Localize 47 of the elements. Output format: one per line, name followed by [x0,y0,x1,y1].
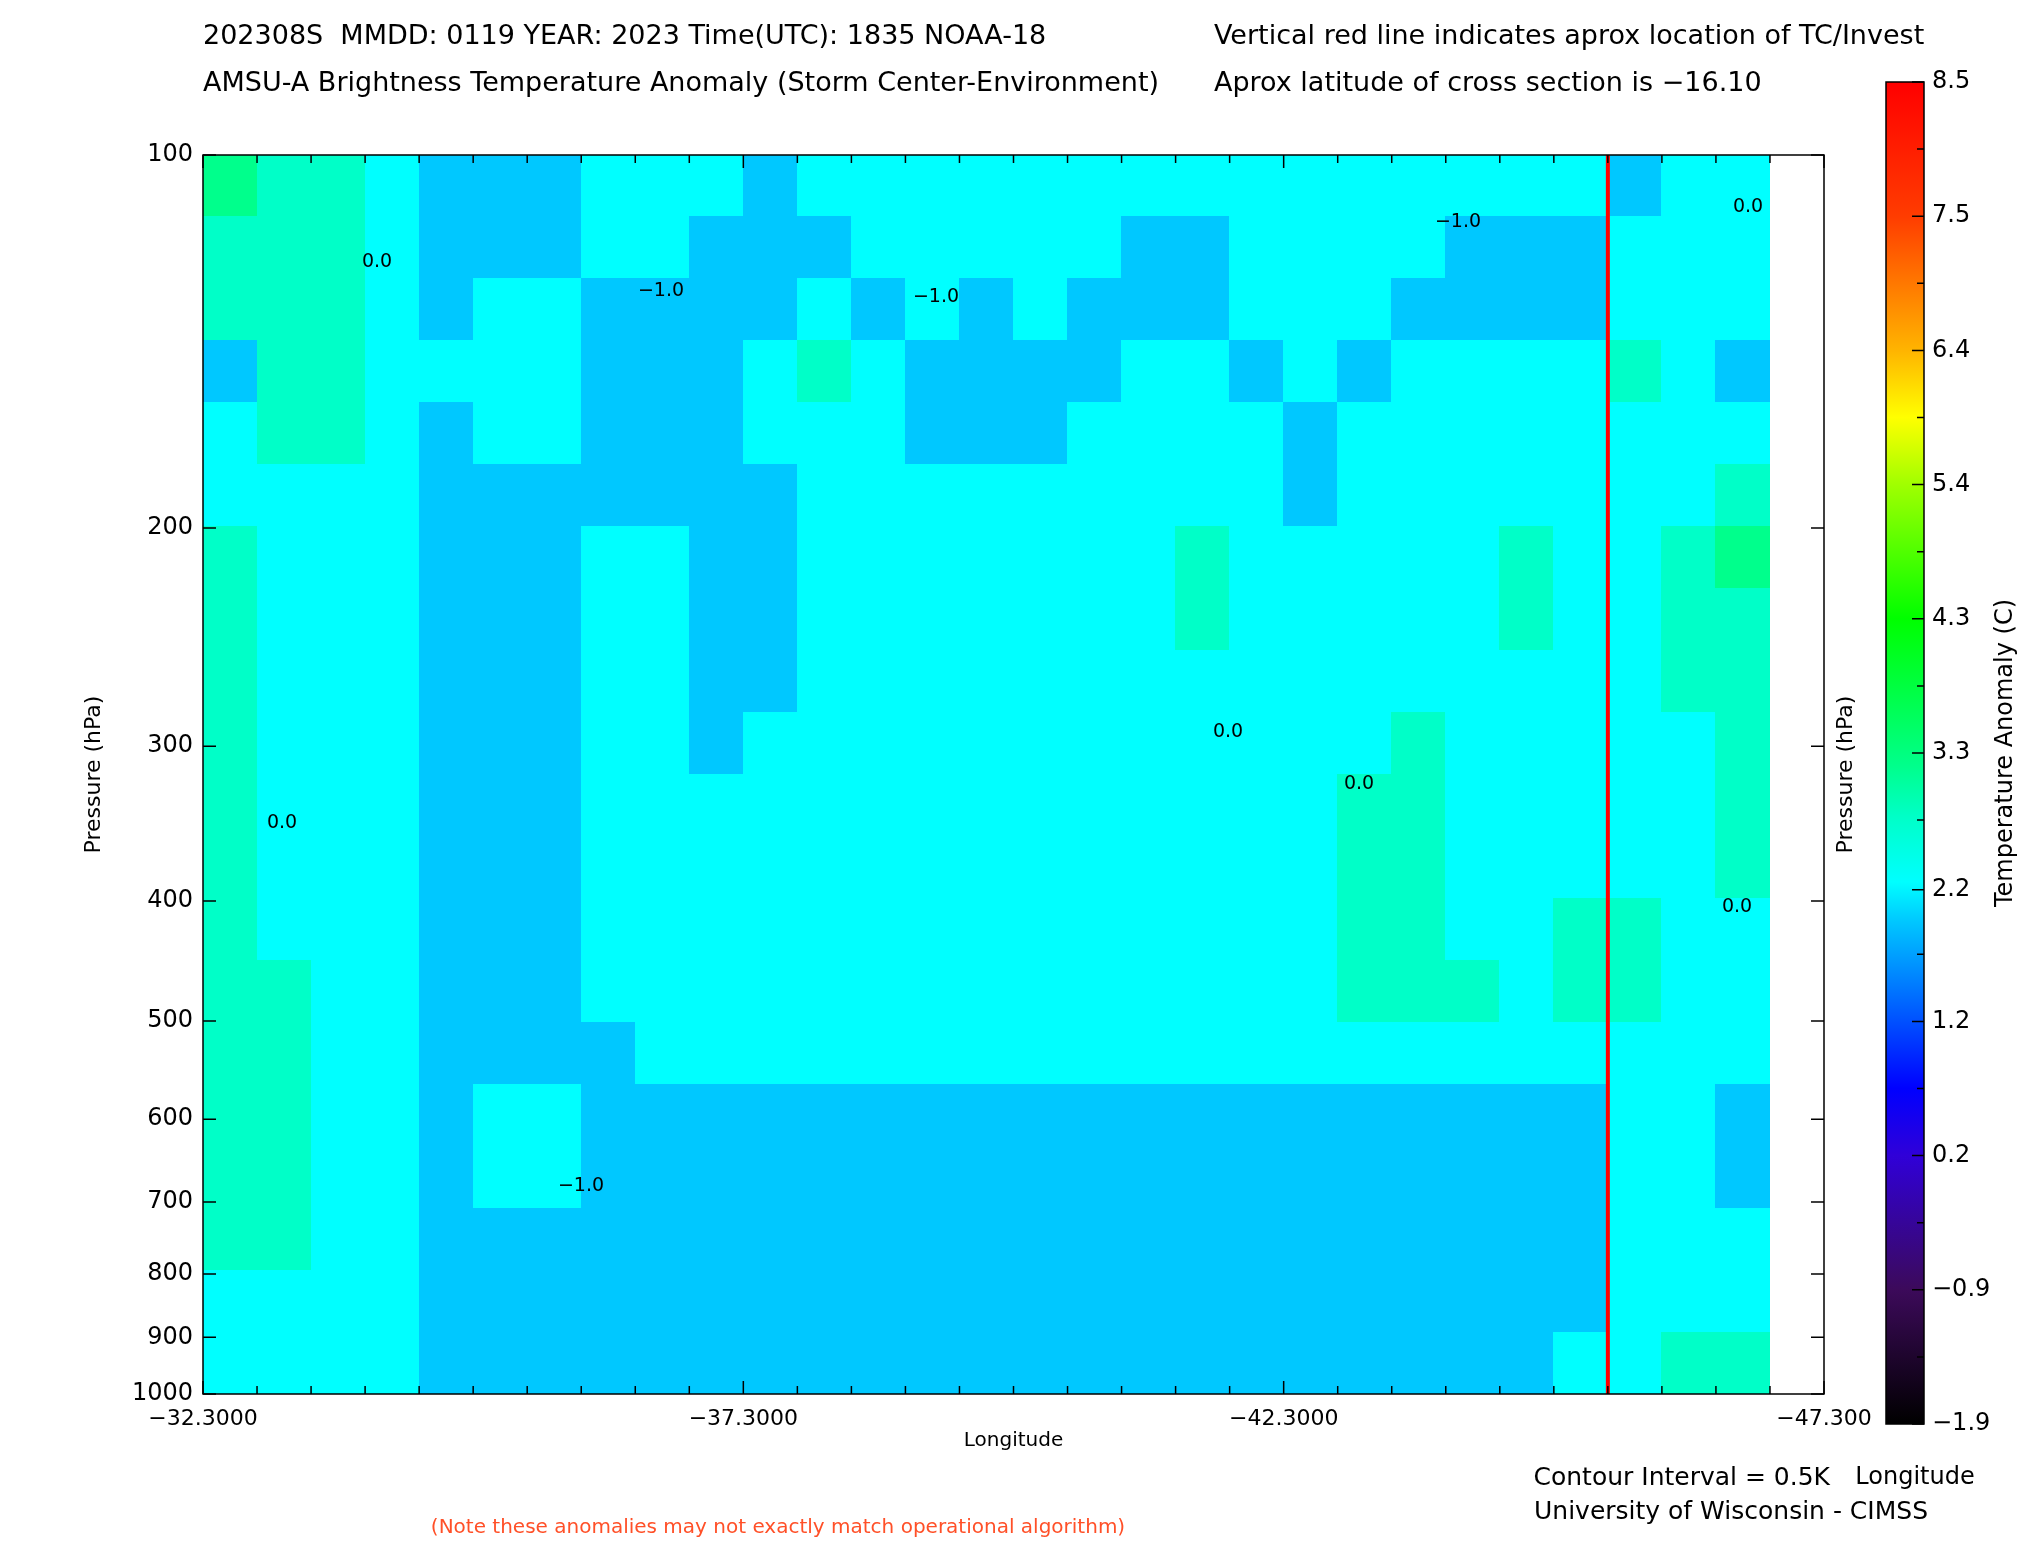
annotation: 0.0 [1732,193,1764,216]
y-tick-label: 200 [147,512,193,541]
x-axis-title: Longitude [963,1427,1064,1452]
x-tick-label: −32.3000 [148,1404,258,1430]
x-tick-label: −47.300 [1776,1404,1872,1430]
y2-axis-title: Pressure (hPa) [1831,695,1857,854]
y-tick-label: 600 [147,1103,193,1132]
y-tick-label: 300 [147,730,193,759]
y-tick-label: 400 [147,885,193,914]
y-axis-title: Pressure (hPa) [79,695,105,854]
annotation: −1.0 [912,283,960,306]
color-bar-label: −1.9 [1932,1408,1991,1437]
text: (Note these anomalies may not exactly match operational algorithm) [430,1514,1126,1539]
text: University of Wisconsin - CIMSS [1534,1495,1928,1525]
y-tick-label: 900 [147,1321,193,1350]
text: Vertical red line indicates aprox location of TC/Invest [1214,19,1925,51]
color-bar-label: 6.4 [1932,334,1971,363]
text: Aprox latitude of cross section is −16.10 [1214,66,1762,98]
color-bar-label: 4.3 [1932,603,1971,632]
annotation: −1.0 [557,1172,605,1195]
color-bar-title: Temperature Anomaly (C) [1990,598,2019,909]
annotation: 0.0 [1343,770,1375,793]
color-bar-label: 5.4 [1932,468,1971,497]
annotation: −1.0 [1434,208,1482,231]
y-tick-label: 800 [147,1258,193,1287]
y-tick-label: 100 [147,139,193,168]
color-bar-label: 2.2 [1932,874,1971,903]
chart-subtitle: AMSU-A Brightness Temperature Anomaly (Storm Center-Environment) [203,66,1160,98]
chart-title: 202308S MMDD: 0119 YEAR: 2023 Time(UTC): 1835 NOAA-18 [203,19,1047,51]
color-bar-label: 8.5 [1932,66,1971,95]
y-tick-label: 500 [147,1005,193,1034]
y-tick-label: 1000 [131,1378,193,1407]
x-tick-label: −42.3000 [1228,1404,1339,1430]
text: Contour Interval = 0.5K [1533,1461,1831,1491]
y-tick-label: 700 [147,1186,193,1215]
text: Longitude [1855,1462,1975,1491]
annotation: 0.0 [361,248,393,271]
annotation: 0.0 [1721,893,1753,916]
annotation: 0.0 [266,809,298,832]
annotation: −1.0 [637,277,685,300]
color-bar-label: −0.9 [1932,1274,1991,1303]
color-bar-label: 0.2 [1932,1139,1971,1168]
color-bar-label: 7.5 [1932,200,1971,229]
x-tick-label: −37.3000 [688,1404,799,1430]
color-bar-label: 3.3 [1932,737,1971,766]
color-bar-label: 1.2 [1932,1005,1971,1034]
annotation: 0.0 [1212,718,1244,741]
